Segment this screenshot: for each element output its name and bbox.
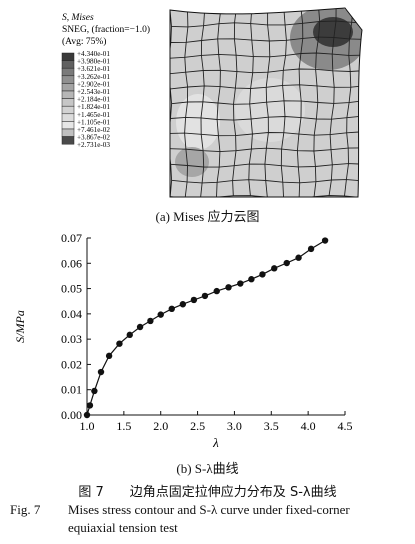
series-line bbox=[86, 239, 326, 416]
legend-title-2: SNEG, (fraction=−1.0) bbox=[62, 24, 150, 35]
caption-a: (a) Mises 应力云图 bbox=[155, 209, 260, 224]
x-tick-label: 1.0 bbox=[80, 419, 95, 433]
legend-value: +2.543e-01 bbox=[77, 88, 110, 96]
s-lambda-chart: 1.0 1.5 2.0 2.5 3.0 3.5 4.0 4.5 0.00 0.01 0.02 0.03… bbox=[13, 231, 353, 450]
data-point bbox=[201, 292, 209, 300]
legend-swatch bbox=[61, 136, 75, 145]
caption-b: (b) S-λ曲线 bbox=[176, 461, 239, 476]
stress-region-bottom-left bbox=[175, 147, 209, 177]
mises-contour-plot: S, Mises SNEG, (fraction=−1.0) (Avg: 75%… bbox=[61, 7, 363, 198]
figure-caption-line-1: Mises stress contour and S-λ curve under… bbox=[68, 502, 350, 517]
legend-title-1: S, Mises bbox=[62, 13, 94, 23]
data-point bbox=[91, 387, 98, 395]
legend-value: +1.824e-01 bbox=[77, 103, 110, 111]
x-tick-label: 1.5 bbox=[116, 419, 131, 433]
data-point bbox=[116, 340, 123, 347]
data-point bbox=[295, 254, 302, 261]
data-point bbox=[147, 317, 154, 325]
legend-swatch bbox=[61, 90, 75, 99]
data-point bbox=[237, 280, 244, 287]
data-point bbox=[248, 276, 255, 283]
y-tick-label: 0.03 bbox=[61, 332, 82, 346]
data-point bbox=[271, 265, 278, 272]
data-point bbox=[307, 245, 315, 253]
legend-value: +7.461e-02 bbox=[77, 126, 110, 134]
data-point bbox=[179, 301, 187, 308]
y-tick-label: 0.05 bbox=[61, 282, 82, 296]
y-tick-label: 0.01 bbox=[61, 383, 82, 397]
data-point bbox=[213, 287, 220, 295]
stress-region-center bbox=[235, 78, 305, 142]
data-point bbox=[157, 311, 164, 318]
data-point bbox=[190, 296, 198, 304]
y-tick-label: 0.06 bbox=[61, 256, 82, 270]
figure-caption-english: Fig. 7 Mises stress contour and S-λ curve… bbox=[10, 501, 410, 537]
x-tick-label: 2.5 bbox=[190, 419, 205, 433]
data-point bbox=[225, 284, 232, 291]
y-tick-label: 0.07 bbox=[61, 231, 82, 245]
x-tick-label: 3.5 bbox=[264, 419, 279, 433]
y-tick-label: 0.02 bbox=[61, 357, 82, 371]
data-point bbox=[105, 352, 113, 360]
legend-swatch bbox=[61, 75, 75, 84]
deformed-mesh bbox=[170, 8, 362, 197]
x-axis-label: λ bbox=[212, 435, 219, 450]
y-tick-label: 0.00 bbox=[61, 408, 82, 422]
stress-hotspot bbox=[313, 17, 353, 47]
legend-value: +3.867e-02 bbox=[77, 134, 110, 142]
mesh-outline bbox=[169, 7, 363, 198]
data-point bbox=[168, 305, 175, 312]
legend-value: +2.902e-01 bbox=[77, 80, 110, 88]
data-point bbox=[136, 323, 144, 331]
data-point bbox=[97, 368, 105, 376]
data-point bbox=[83, 411, 91, 419]
legend-value: +3.621e-01 bbox=[77, 65, 110, 73]
legend-swatch bbox=[61, 128, 75, 137]
data-point bbox=[321, 237, 329, 244]
data-point bbox=[126, 331, 133, 339]
legend-swatch bbox=[61, 60, 75, 69]
figure-caption-chinese: 图 7 边角点固定拉伸应力分布及 S-λ曲线 bbox=[78, 485, 337, 500]
y-tick-label: 0.04 bbox=[61, 307, 82, 321]
contour-legend: S, Mises SNEG, (fraction=−1.0) (Avg: 75%… bbox=[61, 13, 150, 149]
legend-value: +3.980e-01 bbox=[77, 58, 110, 66]
data-point bbox=[86, 402, 94, 409]
x-tick-label: 3.0 bbox=[227, 419, 242, 433]
data-point bbox=[259, 271, 266, 278]
figure-label: Fig. 7 bbox=[10, 502, 41, 517]
y-axis-label: S/MPa bbox=[13, 310, 27, 343]
legend-value: +4.340e-01 bbox=[77, 50, 110, 58]
legend-value: +2.184e-01 bbox=[77, 96, 110, 104]
figure-caption-line-2: equiaxial tension test bbox=[68, 520, 178, 535]
legend-swatch bbox=[61, 52, 75, 61]
x-tick-label: 2.0 bbox=[153, 419, 168, 433]
legend-swatch bbox=[61, 113, 75, 122]
legend-value: +1.105e-01 bbox=[77, 118, 110, 126]
legend-swatch bbox=[61, 83, 75, 92]
legend-swatch bbox=[61, 67, 75, 77]
x-tick-label: 4.5 bbox=[338, 419, 353, 433]
legend-swatch bbox=[61, 105, 75, 115]
legend-swatch bbox=[61, 121, 75, 130]
data-point bbox=[283, 259, 290, 267]
legend-title-3: (Avg: 75%) bbox=[62, 36, 106, 47]
legend-value: +3.262e-01 bbox=[77, 73, 110, 81]
x-tick-label: 4.0 bbox=[301, 419, 316, 433]
legend-value: +1.465e-01 bbox=[77, 111, 110, 119]
legend-value: +2.731e-03 bbox=[77, 141, 110, 149]
legend-swatch bbox=[61, 98, 75, 107]
